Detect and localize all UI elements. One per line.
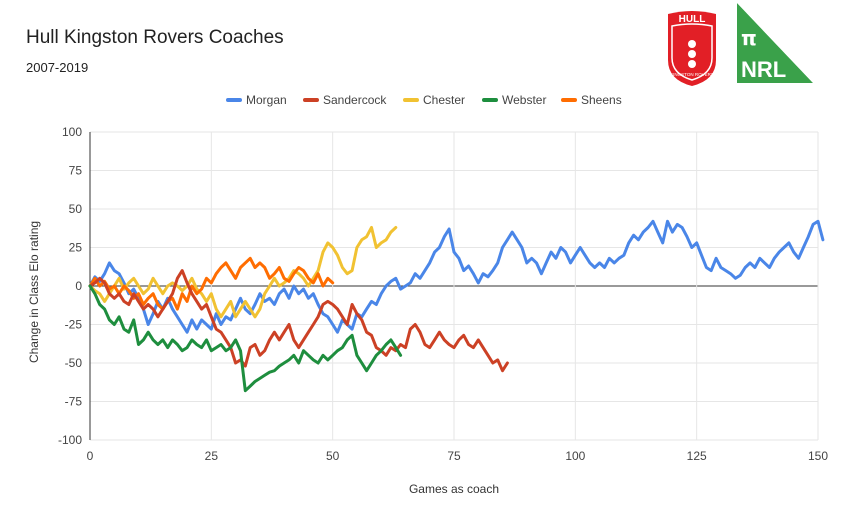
series-lines: [88, 219, 825, 393]
y-tick-label: 50: [69, 202, 83, 216]
logo-ring-text: KINGSTON ROVERS: [670, 72, 714, 77]
x-tick-label: 0: [87, 449, 94, 463]
series-line-sheens: [88, 256, 335, 311]
legend-label-sandercock: Sandercock: [323, 93, 387, 107]
series-line-morgan: [88, 219, 825, 334]
pi-nrl-logo: π NRL: [737, 3, 813, 83]
legend: Morgan Sandercock Chester Webster Sheens: [226, 93, 622, 107]
x-tick-label: 125: [687, 449, 707, 463]
series-line-chester: [88, 226, 398, 319]
x-tick-label: 100: [565, 449, 585, 463]
logo-hull-text: HULL: [679, 14, 706, 25]
logo-pi-symbol: π: [741, 26, 757, 50]
grid: [89, 131, 819, 441]
y-tick-label: -75: [65, 395, 83, 409]
legend-label-sheens: Sheens: [581, 93, 622, 107]
y-tick-label: -50: [65, 356, 83, 370]
y-tick-label: 75: [69, 164, 83, 178]
hull-kr-logo: HULL KINGSTON ROVERS: [668, 11, 716, 86]
x-tick-label: 25: [205, 449, 219, 463]
series-line-sandercock: [88, 269, 509, 373]
legend-label-webster: Webster: [502, 93, 546, 107]
x-tick-label: 50: [326, 449, 340, 463]
y-tick-label: -100: [58, 433, 82, 447]
logo-nrl-text: NRL: [741, 57, 786, 82]
y-tick-label: 0: [75, 279, 82, 293]
legend-label-chester: Chester: [423, 93, 465, 107]
y-axis-label: Change in Class Elo rating: [27, 221, 41, 363]
legend-label-morgan: Morgan: [246, 93, 287, 107]
y-tick-label: -25: [65, 318, 83, 332]
series-line-webster: [88, 284, 403, 393]
x-tick-label: 150: [808, 449, 828, 463]
y-tick-label: 100: [62, 125, 82, 139]
x-axis-label: Games as coach: [409, 482, 499, 496]
tick-labels: 100 75 50 25 0 -25 -50 -75 -100 0 25 50 75 100 125 150: [58, 125, 828, 463]
chart-title: Hull Kingston Rovers Coaches: [26, 27, 284, 48]
y-tick-label: 25: [69, 241, 83, 255]
x-tick-label: 75: [447, 449, 461, 463]
chart-subtitle: 2007-2019: [26, 60, 89, 75]
